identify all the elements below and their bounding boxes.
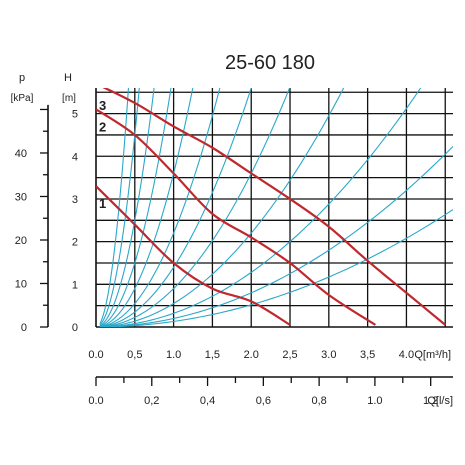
head-tick-label: 2 (72, 237, 78, 249)
flow-m3h-tick-label: 1,5 (205, 349, 220, 361)
system-curve-1 (99, 88, 130, 324)
chart-title: 25-60 180 (225, 52, 315, 74)
flow-axis-m3h: 0.0 0,5 1.0 1,5 2.0 2,5 3.0 3,5 4.0 Q[m³/h] (88, 349, 451, 361)
head-axis: H [m] 0 1 2 3 4 5 (62, 72, 78, 334)
pump-curves: 1 2 3 (96, 88, 446, 326)
head-axis-label: H (64, 72, 72, 84)
head-tick-label: 4 (72, 151, 78, 163)
system-curve-9 (99, 88, 345, 327)
flow-m3h-tick-label: 3.0 (321, 349, 336, 361)
flow-ls-tick-label: 0,2 (144, 395, 159, 407)
flow-m3h-tick-label: 2.0 (244, 349, 259, 361)
head-tick-label: 3 (72, 194, 78, 206)
flow-axis-ls: 0.0 0,2 0,4 0,6 0,8 1.0 1.2Q[l/s] (88, 376, 453, 407)
pump-curve-2 (96, 108, 376, 326)
head-tick-label: 5 (72, 109, 78, 121)
flow-m3h-axis-label: Q[m³/h] (414, 349, 451, 361)
pump-curve-label-3: 3 (99, 98, 106, 113)
head-axis-unit: [m] (62, 93, 76, 104)
pressure-tick-label: 20 (15, 235, 27, 247)
pressure-axis-unit: [kPa] (11, 93, 34, 104)
system-curve-8 (99, 88, 291, 327)
flow-ls-axis-label: Q[l/s] (427, 395, 453, 407)
pressure-tick-label: 10 (15, 278, 27, 290)
pump-curve-1 (96, 185, 291, 326)
flow-ls-tick-label: 0,4 (200, 395, 215, 407)
system-curve-6 (99, 88, 221, 327)
flow-m3h-tick-label: 3,5 (360, 349, 375, 361)
system-curve-2 (99, 88, 140, 326)
system-curve-3 (99, 88, 155, 327)
flow-ls-tick-label: 1.0 (367, 395, 382, 407)
flow-m3h-tick-label: 0,5 (127, 349, 142, 361)
pressure-tick-label: 0 (21, 322, 27, 334)
system-curve-7 (99, 88, 252, 327)
head-tick-label: 1 (72, 279, 78, 291)
system-curve-11 (99, 145, 453, 327)
flow-ls-tick-label: 0,8 (311, 395, 326, 407)
system-curve-10 (99, 88, 422, 327)
pressure-tick-label: 40 (15, 148, 27, 160)
flow-m3h-tick-label: 0.0 (88, 349, 103, 361)
system-curve-5 (99, 88, 194, 327)
pump-curve-label-1: 1 (99, 196, 106, 211)
pressure-axis-label: p (19, 72, 25, 84)
plot-grid (95, 88, 453, 328)
head-tick-label: 0 (72, 322, 78, 334)
flow-ls-tick-label: 0,6 (256, 395, 271, 407)
pump-curve-3 (102, 88, 446, 326)
flow-m3h-tick-label: 1.0 (166, 349, 181, 361)
system-curves (99, 88, 453, 327)
system-curve-12 (99, 209, 453, 327)
flow-m3h-tick-label: 2,5 (282, 349, 297, 361)
flow-m3h-tick-label: 4.0 (399, 349, 414, 361)
pressure-tick-label: 30 (15, 191, 27, 203)
flow-ls-tick-label: 1.2 (423, 395, 438, 407)
flow-ls-tick-label: 0.0 (88, 395, 103, 407)
pressure-axis: 0 10 20 30 40 p [kPa] (11, 72, 49, 334)
pump-curve-label-2: 2 (99, 119, 106, 134)
